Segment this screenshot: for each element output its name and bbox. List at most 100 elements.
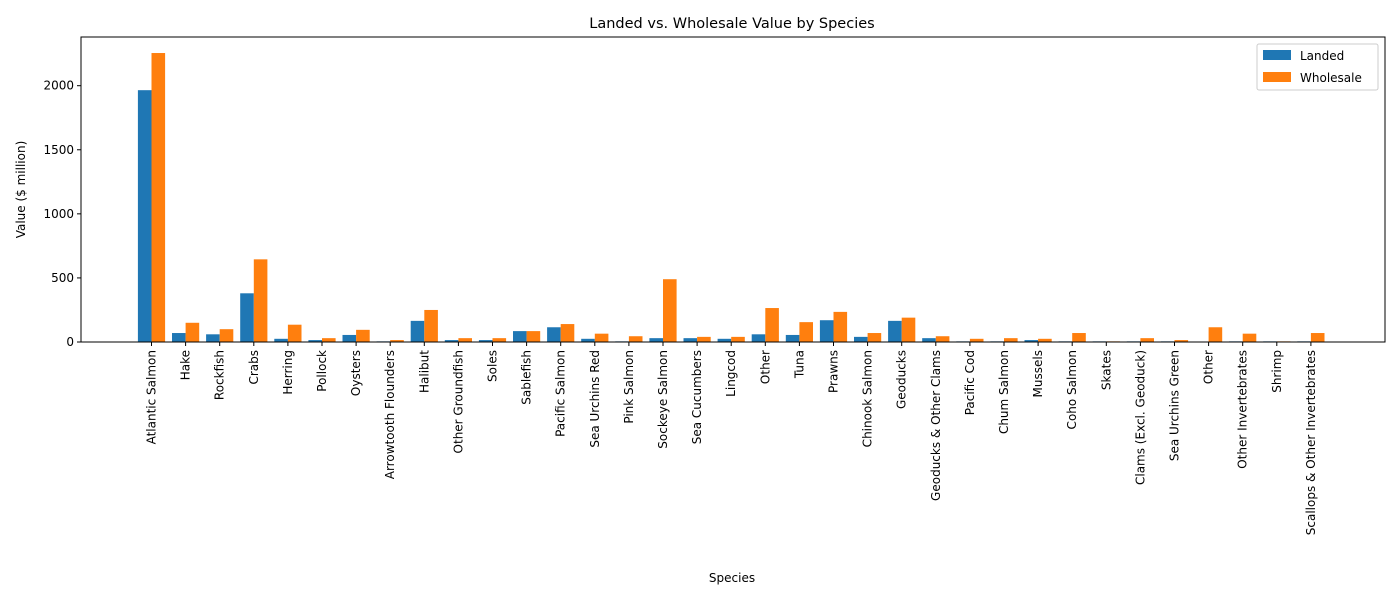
- bar-landed-22: [888, 320, 902, 342]
- legend-label-1: Wholesale: [1300, 71, 1362, 85]
- bar-wholesale-20: [833, 311, 848, 342]
- bar-landed-12: [547, 327, 561, 342]
- x-tick-label: Lingcod: [724, 350, 738, 397]
- legend: Landed Wholesale: [1256, 43, 1379, 91]
- x-tick-label: Chum Salmon: [997, 350, 1011, 434]
- bar-landed-1: [172, 333, 186, 342]
- y-tick-label: 2000: [43, 79, 74, 93]
- bar-landed-18: [751, 334, 766, 342]
- x-tick-label: Pacific Salmon: [554, 350, 568, 437]
- bar-wholesale-8: [424, 309, 438, 342]
- x-tick-label: Other: [1202, 350, 1216, 384]
- bar-wholesale-32: [1242, 333, 1257, 342]
- bar-wholesale-5: [322, 338, 336, 342]
- x-tick-label: Prawns: [827, 350, 841, 393]
- bar-wholesale-17: [731, 336, 745, 342]
- bar-landed-8: [410, 320, 425, 342]
- bar-landed-3: [240, 293, 254, 342]
- x-tick-label: Soles: [486, 350, 500, 382]
- x-tick-label: Pacific Cod: [963, 350, 977, 415]
- bar-wholesale-27: [1072, 333, 1086, 342]
- x-tick-label: Other: [758, 350, 772, 384]
- x-tick-label: Scallops & Other Invertebrates: [1304, 350, 1318, 535]
- x-tick-label: Pink Salmon: [622, 350, 636, 424]
- y-tick-label: 1000: [43, 207, 74, 221]
- bar-wholesale-26: [1038, 338, 1052, 342]
- bar-landed-17: [717, 338, 732, 342]
- bar-wholesale-23: [935, 336, 950, 342]
- x-axis-label: Species: [709, 571, 755, 585]
- bar-landed-19: [785, 334, 800, 342]
- x-tick-label: Pollock: [315, 350, 329, 392]
- x-tick-label: Skates: [1099, 350, 1113, 390]
- bar-landed-10: [478, 340, 493, 342]
- bar-wholesale-13: [594, 333, 609, 342]
- bar-landed-23: [922, 338, 936, 342]
- bar-landed-26: [1024, 340, 1039, 342]
- x-tick-label: Geoducks: [895, 350, 909, 409]
- bar-landed-21: [854, 336, 868, 342]
- chart-title: Landed vs. Wholesale Value by Species: [589, 16, 874, 32]
- bars-layer: [137, 53, 1325, 343]
- bar-landed-20: [819, 320, 834, 342]
- y-axis-label: Value ($ million): [14, 141, 28, 239]
- x-tick-label: Coho Salmon: [1065, 350, 1079, 429]
- bar-wholesale-24: [969, 338, 984, 342]
- bar-wholesale-31: [1208, 327, 1223, 342]
- x-tick-label: Geoducks & Other Clams: [929, 350, 943, 501]
- bar-landed-5: [308, 340, 322, 342]
- x-tick-label: Other Groundfish: [451, 350, 465, 453]
- bar-wholesale-6: [356, 329, 370, 342]
- bar-wholesale-2: [219, 329, 234, 342]
- bar-wholesale-34: [1310, 333, 1325, 342]
- bar-wholesale-9: [458, 338, 472, 342]
- bar-landed-11: [513, 331, 527, 342]
- legend-swatch-1: [1263, 72, 1291, 82]
- x-tick-label: Sockeye Salmon: [656, 350, 670, 449]
- bar-landed-16: [683, 338, 698, 342]
- bar-landed-9: [444, 340, 459, 342]
- bar-landed-4: [274, 338, 288, 342]
- bar-wholesale-21: [867, 333, 882, 342]
- x-tick-label: Chinook Salmon: [861, 350, 875, 447]
- bar-wholesale-12: [560, 324, 575, 342]
- x-tick-label: Mussels: [1031, 350, 1045, 397]
- bar-wholesale-25: [1004, 338, 1018, 342]
- bar-wholesale-3: [253, 259, 268, 342]
- x-tick-label: Rockfish: [213, 350, 227, 400]
- plot-frame: [80, 36, 1386, 343]
- x-tick-label: Other Invertebrates: [1236, 350, 1250, 469]
- x-tick-label: Hake: [179, 350, 193, 380]
- x-tick-label: Clams (Excl. Geoduck): [1133, 350, 1147, 485]
- legend-swatch-0: [1263, 50, 1291, 60]
- x-tick-label: Arrowtooth Flounders: [383, 350, 397, 479]
- bar-wholesale-15: [663, 279, 677, 342]
- x-tick-label: Sea Urchins Green: [1168, 350, 1182, 461]
- bar-wholesale-4: [287, 324, 302, 342]
- y-tick-label: 1500: [43, 143, 74, 157]
- y-tick-label: 500: [51, 271, 74, 285]
- bar-wholesale-1: [185, 322, 200, 342]
- bar-wholesale-7: [390, 340, 404, 342]
- x-tick-label: Sea Urchins Red: [588, 350, 602, 448]
- bar-wholesale-19: [799, 322, 813, 342]
- bar-wholesale-14: [628, 336, 643, 342]
- bar-landed-15: [649, 338, 663, 342]
- x-axis: Atlantic Salmon Hake Rockfish Crabs Herring P…: [145, 342, 1318, 535]
- x-tick-label: Sablefish: [520, 350, 534, 405]
- y-axis: 0 500 1000 1500 2000: [43, 79, 81, 349]
- bar-wholesale-29: [1140, 338, 1154, 342]
- x-tick-label: Halibut: [417, 350, 431, 393]
- x-tick-label: Oysters: [349, 350, 363, 396]
- bar-wholesale-16: [697, 336, 711, 342]
- bar-wholesale-18: [765, 308, 779, 342]
- bar-landed-6: [342, 334, 357, 342]
- x-tick-label: Sea Cucumbers: [690, 350, 704, 444]
- bar-landed-0: [137, 90, 152, 343]
- bar-wholesale-11: [526, 331, 541, 342]
- y-tick-label: 0: [66, 335, 74, 349]
- x-tick-label: Tuna: [792, 350, 806, 379]
- bar-landed-2: [206, 334, 220, 342]
